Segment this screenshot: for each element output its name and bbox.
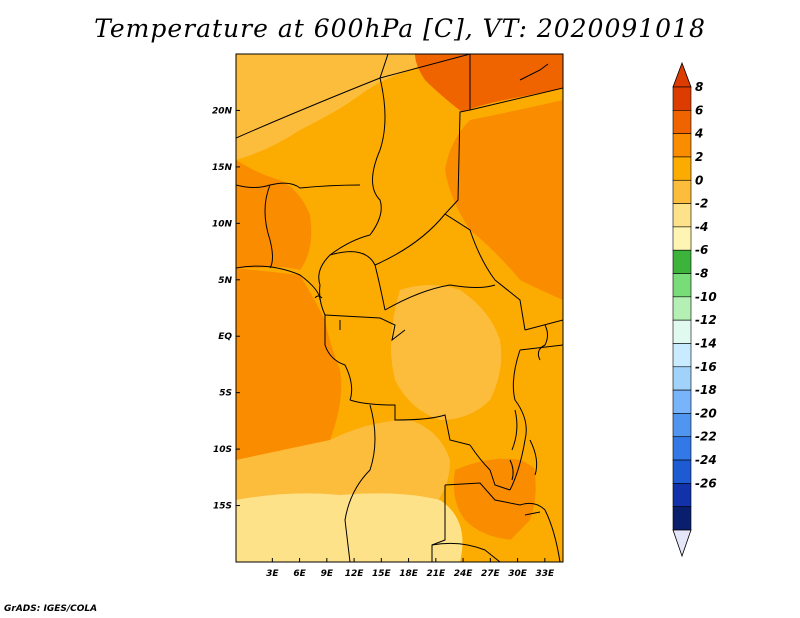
colorbar-swatch: [672, 110, 692, 134]
colorbar-swatch: [672, 203, 692, 228]
colorbar-swatch: [672, 436, 692, 461]
x-tick-label: 24E: [454, 569, 474, 579]
field-region-gulf-ocean: [236, 268, 342, 460]
colorbar-level-label: 0: [695, 173, 703, 187]
y-tick-label: 5S: [219, 389, 232, 399]
colorbar-level-label: -26: [695, 476, 717, 490]
colorbar-level-label: -12: [695, 313, 717, 327]
x-tick-label: 21E: [426, 569, 446, 579]
colorbar-bottom-arrow: [672, 529, 692, 558]
colorbar-swatch: [672, 459, 692, 484]
colorbar-swatch: [672, 86, 692, 111]
y-tick-label: 20N: [212, 106, 233, 116]
colorbar-swatch: [672, 366, 692, 391]
x-tick-label: 12E: [345, 569, 365, 579]
colorbar-level-label: -18: [695, 383, 717, 397]
colorbar-swatch: [672, 156, 692, 181]
colorbar-level-label: -14: [695, 336, 717, 350]
field-region-drc-center: [391, 285, 502, 420]
colorbar-swatch: [672, 249, 692, 274]
x-tick-label: 33E: [535, 569, 555, 579]
x-tick-label: 9E: [321, 569, 334, 579]
field-region-sudan-east: [445, 100, 563, 300]
colorbar-level-label: 2: [695, 150, 703, 164]
colorbar-swatch: [672, 389, 692, 414]
y-axis: 20N 15N 10N 5N EQ 5S 10S 15S: [212, 106, 240, 512]
map-frame: [235, 53, 564, 563]
field-region-mozambique: [490, 417, 563, 562]
field-region-zambia-east: [453, 458, 555, 540]
colorbar-swatch: [672, 506, 692, 531]
colorbar-swatch: [672, 319, 692, 344]
colorbar-top-arrow: [672, 61, 692, 88]
colorbar-swatch: [672, 273, 692, 298]
colorbar-level-label: -22: [695, 430, 717, 444]
colorbar-level-label: 6: [695, 103, 703, 117]
colorbar-level-label: -8: [695, 267, 708, 281]
colorbar-swatch: [672, 483, 692, 507]
y-tick-label: 15S: [213, 502, 232, 512]
grads-credit: GrADS: IGES/COLA: [4, 604, 98, 614]
field-region-libya-southeast: [415, 54, 563, 112]
field-region-sahara-northwest: [236, 54, 424, 160]
y-tick-label: 10S: [213, 445, 232, 455]
colorbar-swatch: [672, 133, 692, 158]
field-region-namibia-south: [236, 493, 463, 562]
colorbar-level-label: -4: [695, 220, 708, 234]
colorbar-swatch: [672, 343, 692, 368]
y-tick-label: 5N: [218, 276, 232, 286]
colorbar-level-label: -24: [695, 453, 717, 467]
x-tick-label: 15E: [372, 569, 392, 579]
colorbar-swatch: [672, 179, 692, 204]
x-tick-label: 6E: [293, 569, 306, 579]
map-title: Temperature at 600hPa [C], VT: 202009101…: [94, 14, 706, 43]
colorbar-level-label: -16: [695, 360, 717, 374]
x-tick-label: 27E: [481, 569, 501, 579]
colorbar-swatch: [672, 226, 692, 251]
colorbar-swatch: [672, 296, 692, 321]
colorbar-level-label: -20: [695, 406, 717, 420]
colorbar-level-label: 8: [695, 80, 703, 94]
colorbar-level-label: -10: [695, 290, 717, 304]
y-tick-label: 10N: [212, 219, 233, 229]
colorbar-level-label: -6: [695, 243, 708, 257]
x-tick-label: 3E: [266, 569, 279, 579]
x-axis: 3E 6E 9E 12E 15E 18E 21E 24E 27E 30E 33E: [266, 558, 555, 579]
country-borders: [236, 54, 563, 562]
colorbar: 8 6 4 2 0 -2 -4 -6 -8 -10 -12 -14 -16 -18 -20 -22 -24 -26: [672, 61, 717, 558]
y-tick-label: EQ: [218, 332, 232, 342]
x-tick-label: 30E: [508, 569, 528, 579]
temperature-field: [236, 54, 563, 562]
x-tick-label: 18E: [399, 569, 419, 579]
colorbar-level-label: 4: [694, 127, 703, 141]
colorbar-swatch: [672, 413, 692, 438]
colorbar-level-label: -2: [695, 197, 708, 211]
y-tick-label: 15N: [212, 163, 233, 173]
